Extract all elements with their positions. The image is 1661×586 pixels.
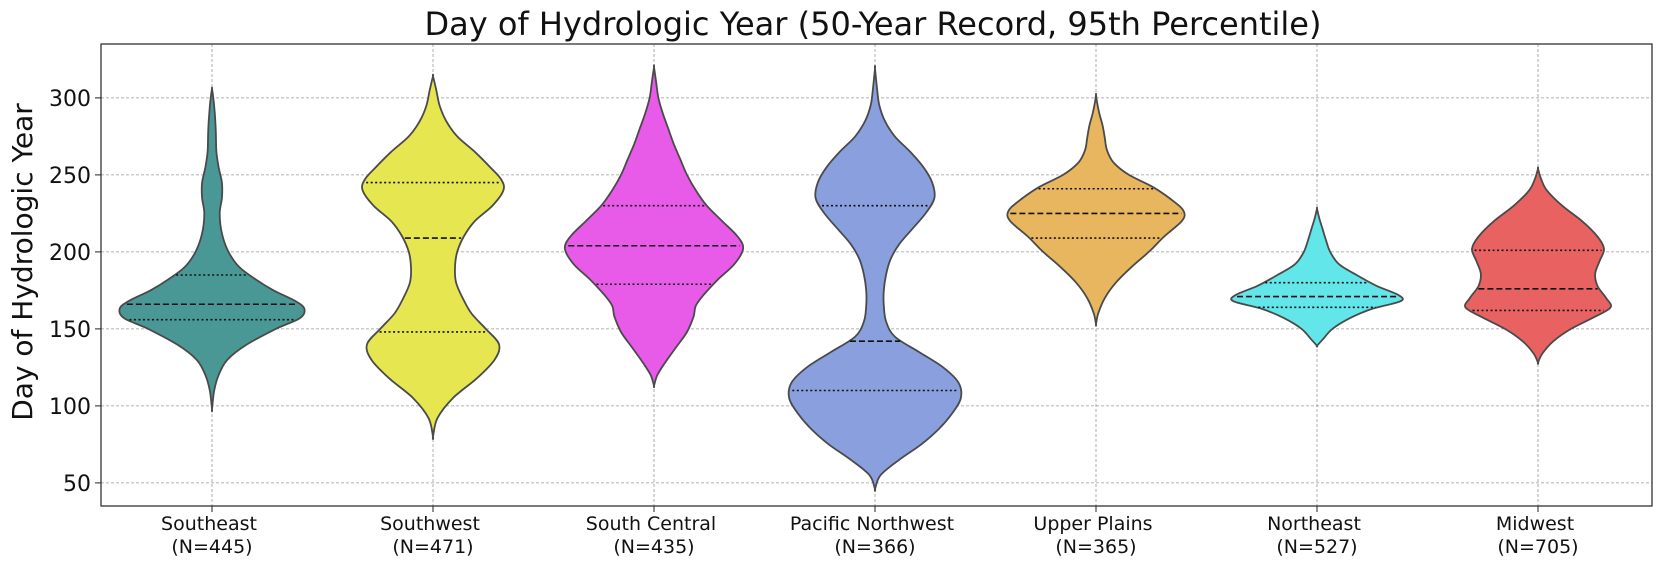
- x-tick-count-label: (N=705): [1497, 536, 1578, 558]
- y-axis: 50 100 150 200 250 300: [49, 87, 101, 497]
- x-tick-label: Northeast: [1267, 513, 1361, 535]
- y-tick-label: 50: [63, 472, 91, 497]
- violins: [118, 64, 1612, 492]
- x-tick-count-label: (N=471): [392, 536, 473, 558]
- y-axis-label: Day of Hydrologic Year: [6, 103, 39, 421]
- violin-midwest: [1464, 166, 1612, 365]
- x-axis: Southeast(N=445) Southwest(N=471) South Ce…: [161, 506, 1579, 558]
- x-tick-count-label: (N=435): [613, 536, 694, 558]
- violin-south-central: [563, 64, 745, 389]
- x-tick-label: South Central: [586, 513, 716, 535]
- y-tick-label: 200: [49, 241, 91, 266]
- x-tick-count-label: (N=445): [171, 536, 252, 558]
- violin-pacific-northwest: [787, 65, 963, 492]
- x-tick-count-label: (N=527): [1276, 536, 1357, 558]
- plot-frame: [100, 43, 1653, 507]
- x-tick-label: Pacific Northwest: [790, 513, 954, 535]
- y-tick-label: 150: [49, 318, 91, 343]
- x-tick-label: Midwest: [1496, 513, 1574, 535]
- x-tick-count-label: (N=366): [834, 536, 915, 558]
- x-tick-label: Southwest: [380, 513, 480, 535]
- violin-upper-plains: [1006, 92, 1186, 327]
- y-tick-label: 250: [49, 164, 91, 189]
- y-tick-label: 100: [49, 395, 91, 420]
- violin-southwest: [361, 73, 505, 440]
- x-tick-label: Upper Plains: [1033, 513, 1152, 535]
- chart-title: Day of Hydrologic Year (50-Year Record, …: [425, 5, 1322, 43]
- violin-northeast: [1230, 206, 1404, 348]
- y-tick-label: 300: [49, 87, 91, 112]
- x-tick-count-label: (N=365): [1055, 536, 1136, 558]
- violin-southeast: [118, 86, 306, 413]
- x-tick-label: Southeast: [161, 513, 257, 535]
